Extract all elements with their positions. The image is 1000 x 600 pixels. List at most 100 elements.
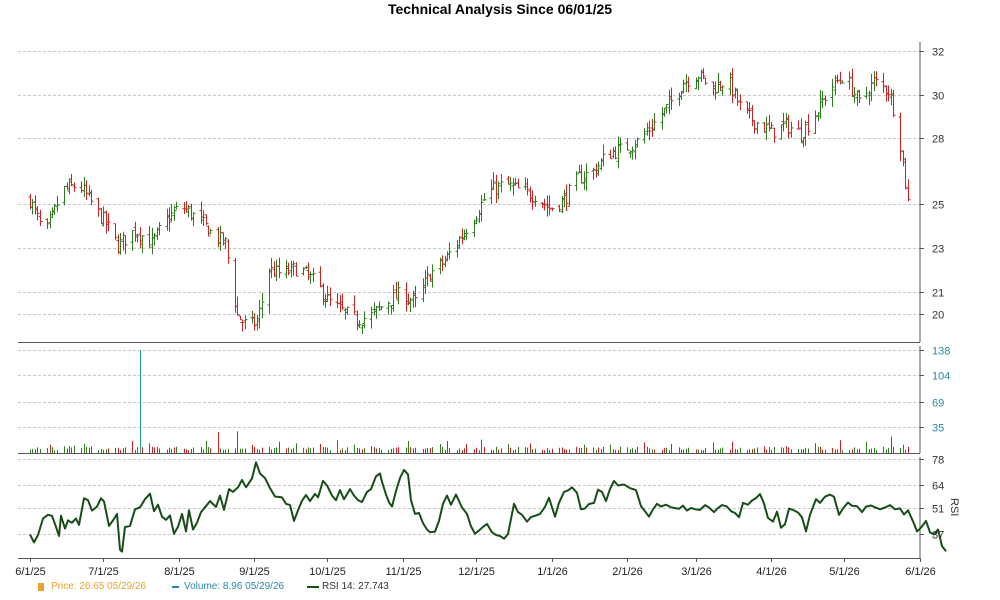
volume-y-tick-label: 138 xyxy=(932,346,950,358)
price-bar xyxy=(472,219,477,238)
price-bar xyxy=(311,267,316,282)
price-bar xyxy=(391,284,396,312)
price-bar xyxy=(130,229,135,252)
price-y-tick-label: 28 xyxy=(932,134,944,146)
price-bar xyxy=(87,185,92,197)
price-bar xyxy=(394,282,399,299)
price-bar xyxy=(272,261,277,278)
price-bar xyxy=(738,94,743,111)
price-bar xyxy=(664,103,669,114)
price-y-tick-label: 25 xyxy=(932,200,944,212)
price-bar xyxy=(208,228,213,235)
price-bar xyxy=(335,293,340,309)
price-bar xyxy=(355,310,360,331)
price-bar xyxy=(730,68,735,104)
price-bar xyxy=(84,180,89,201)
price-bar xyxy=(425,266,430,287)
price-bar xyxy=(121,231,126,251)
price-bar xyxy=(325,285,330,303)
price-bar xyxy=(499,173,504,193)
price-bar xyxy=(274,259,279,282)
price-bar xyxy=(803,120,808,146)
price-bar xyxy=(352,295,357,315)
price-bars xyxy=(28,68,911,335)
price-bar xyxy=(277,257,282,279)
x-tick-label: 3/1/26 xyxy=(681,566,712,578)
price-bar xyxy=(611,147,616,159)
price-bar xyxy=(579,164,584,184)
x-tick-label: 7/1/25 xyxy=(88,566,119,578)
price-bar xyxy=(686,76,691,93)
price-bar xyxy=(460,228,465,245)
price-y-tick-label: 21 xyxy=(932,288,944,300)
rsi-legend-marker xyxy=(307,586,319,588)
price-bar xyxy=(67,178,72,195)
price-bar xyxy=(681,79,686,94)
price-bar xyxy=(284,259,289,279)
price-bar xyxy=(206,225,211,237)
price-bar xyxy=(545,195,550,217)
price-bar xyxy=(755,121,760,135)
price-bar xyxy=(540,202,545,209)
price-bar xyxy=(255,314,260,331)
price-bar xyxy=(564,184,569,212)
price-bar xyxy=(445,251,450,262)
price-bar xyxy=(799,118,804,144)
price-bar xyxy=(223,237,228,250)
price-bar xyxy=(823,95,828,106)
price-bar xyxy=(345,306,350,315)
price-bar xyxy=(55,195,60,213)
price-bar xyxy=(62,185,67,206)
price-bar xyxy=(806,113,811,136)
price-bar xyxy=(408,297,413,313)
price-bar xyxy=(886,85,891,102)
price-bar xyxy=(596,161,601,176)
price-bar xyxy=(157,222,162,236)
x-tick-label: 10/1/25 xyxy=(309,566,346,578)
price-bar xyxy=(169,203,174,222)
price-legend-label: Price: 26.65 05/29/26 xyxy=(51,581,147,592)
price-bar xyxy=(662,107,667,117)
price-bar xyxy=(613,146,618,160)
price-bar xyxy=(694,77,699,90)
price-bar xyxy=(830,78,835,107)
price-bar xyxy=(252,313,257,331)
price-bar xyxy=(660,106,665,130)
price-bar xyxy=(525,178,530,196)
price-bar xyxy=(35,206,40,221)
price-bar xyxy=(508,176,513,191)
price-bar xyxy=(389,304,394,315)
rsi-y-tick-label: 78 xyxy=(932,455,944,467)
price-bar xyxy=(745,101,750,114)
price-bar xyxy=(628,150,633,159)
x-tick-label: 8/1/25 xyxy=(164,566,195,578)
price-bar xyxy=(165,208,170,231)
x-tick-label: 12/1/25 xyxy=(458,566,495,578)
price-bar xyxy=(752,119,757,134)
price-bar xyxy=(601,144,606,167)
price-bar xyxy=(642,128,647,144)
price-bar xyxy=(204,214,209,225)
price-bar xyxy=(779,124,784,140)
price-bar xyxy=(567,183,572,207)
price-bar xyxy=(625,138,630,151)
price-bar xyxy=(218,225,223,251)
price-bar xyxy=(669,87,674,110)
price-bar xyxy=(550,207,555,212)
price-y-tick-label: 20 xyxy=(932,310,944,322)
rsi-line xyxy=(29,461,947,553)
price-bar xyxy=(584,163,589,191)
price-bar xyxy=(430,264,435,288)
price-bar xyxy=(835,74,840,84)
price-bar xyxy=(374,306,379,319)
price-bar xyxy=(191,212,196,227)
price-bar xyxy=(789,121,794,138)
price-bar xyxy=(474,216,479,225)
price-bar xyxy=(599,158,604,171)
price-bar xyxy=(889,88,894,106)
x-tick-label: 9/1/25 xyxy=(239,566,270,578)
price-bar xyxy=(872,71,877,92)
price-bar xyxy=(635,137,640,148)
price-bar xyxy=(174,201,179,210)
